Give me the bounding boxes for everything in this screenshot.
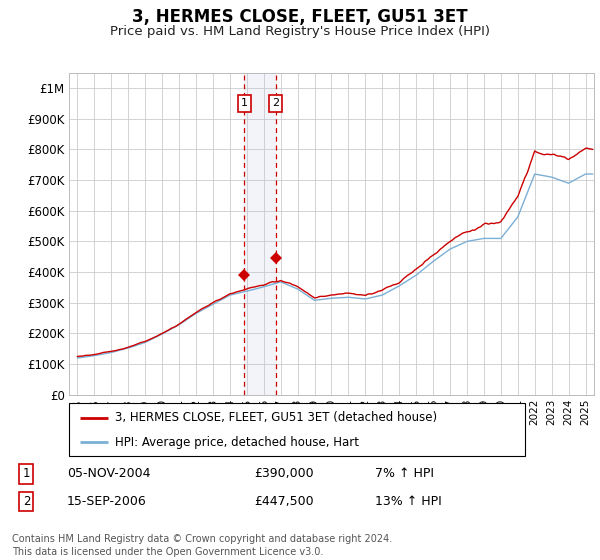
Text: 13% ↑ HPI: 13% ↑ HPI bbox=[375, 495, 442, 508]
Text: 7% ↑ HPI: 7% ↑ HPI bbox=[375, 468, 434, 480]
FancyBboxPatch shape bbox=[69, 403, 525, 456]
Text: 2: 2 bbox=[23, 495, 30, 508]
Text: 1: 1 bbox=[241, 99, 248, 109]
Text: Price paid vs. HM Land Registry's House Price Index (HPI): Price paid vs. HM Land Registry's House … bbox=[110, 25, 490, 38]
Text: 05-NOV-2004: 05-NOV-2004 bbox=[67, 468, 150, 480]
Text: £447,500: £447,500 bbox=[254, 495, 314, 508]
Text: 2: 2 bbox=[272, 99, 280, 109]
Text: 3, HERMES CLOSE, FLEET, GU51 3ET: 3, HERMES CLOSE, FLEET, GU51 3ET bbox=[132, 8, 468, 26]
Text: Contains HM Land Registry data © Crown copyright and database right 2024.
This d: Contains HM Land Registry data © Crown c… bbox=[12, 534, 392, 557]
Text: £390,000: £390,000 bbox=[254, 468, 314, 480]
Text: 3, HERMES CLOSE, FLEET, GU51 3ET (detached house): 3, HERMES CLOSE, FLEET, GU51 3ET (detach… bbox=[115, 411, 437, 424]
Text: 1: 1 bbox=[23, 468, 30, 480]
Text: 15-SEP-2006: 15-SEP-2006 bbox=[67, 495, 146, 508]
Text: HPI: Average price, detached house, Hart: HPI: Average price, detached house, Hart bbox=[115, 436, 359, 449]
Bar bbox=[244, 73, 276, 395]
